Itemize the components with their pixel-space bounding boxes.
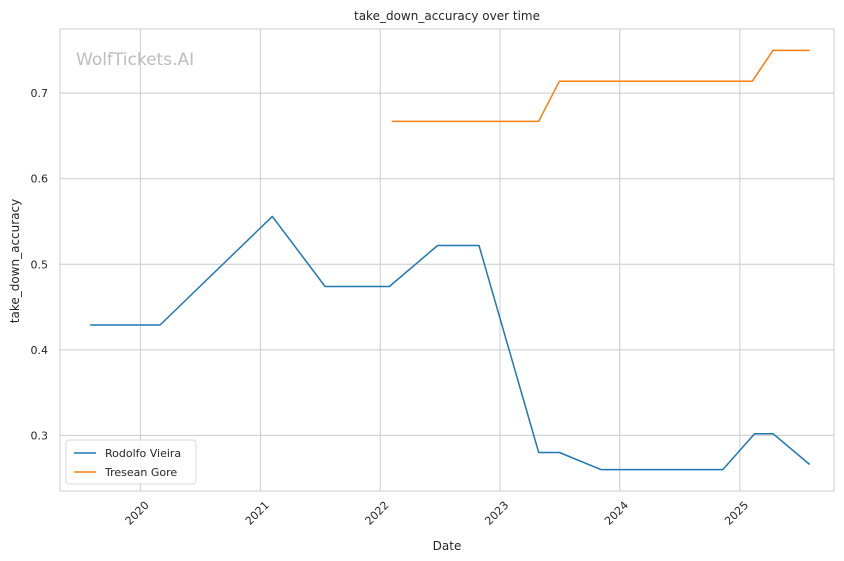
y-axis-label: take_down_accuracy: [8, 199, 22, 323]
x-axis-label: Date: [433, 539, 462, 553]
plot-frame: [59, 28, 835, 492]
y-tick-label: 0.3: [31, 429, 49, 442]
legend-label: Tresean Gore: [104, 466, 177, 479]
legend: Rodolfo Vieira Tresean Gore: [65, 439, 197, 485]
legend-label: Rodolfo Vieira: [105, 447, 181, 460]
y-axis-ticks: 0.3 0.4 0.5 0.6 0.7: [31, 87, 49, 442]
y-tick-label: 0.6: [31, 173, 49, 186]
y-tick-label: 0.5: [31, 258, 49, 271]
series-layer: [90, 49, 811, 471]
grid-lines: [60, 29, 834, 491]
y-tick-label: 0.4: [31, 344, 49, 357]
chart-title: take_down_accuracy over time: [354, 9, 540, 23]
y-tick-label: 0.7: [31, 87, 49, 100]
watermark-text: WolfTickets.AI: [76, 50, 194, 70]
series-line: [391, 49, 810, 123]
legend-box: [65, 439, 197, 485]
series-line: [90, 215, 811, 471]
